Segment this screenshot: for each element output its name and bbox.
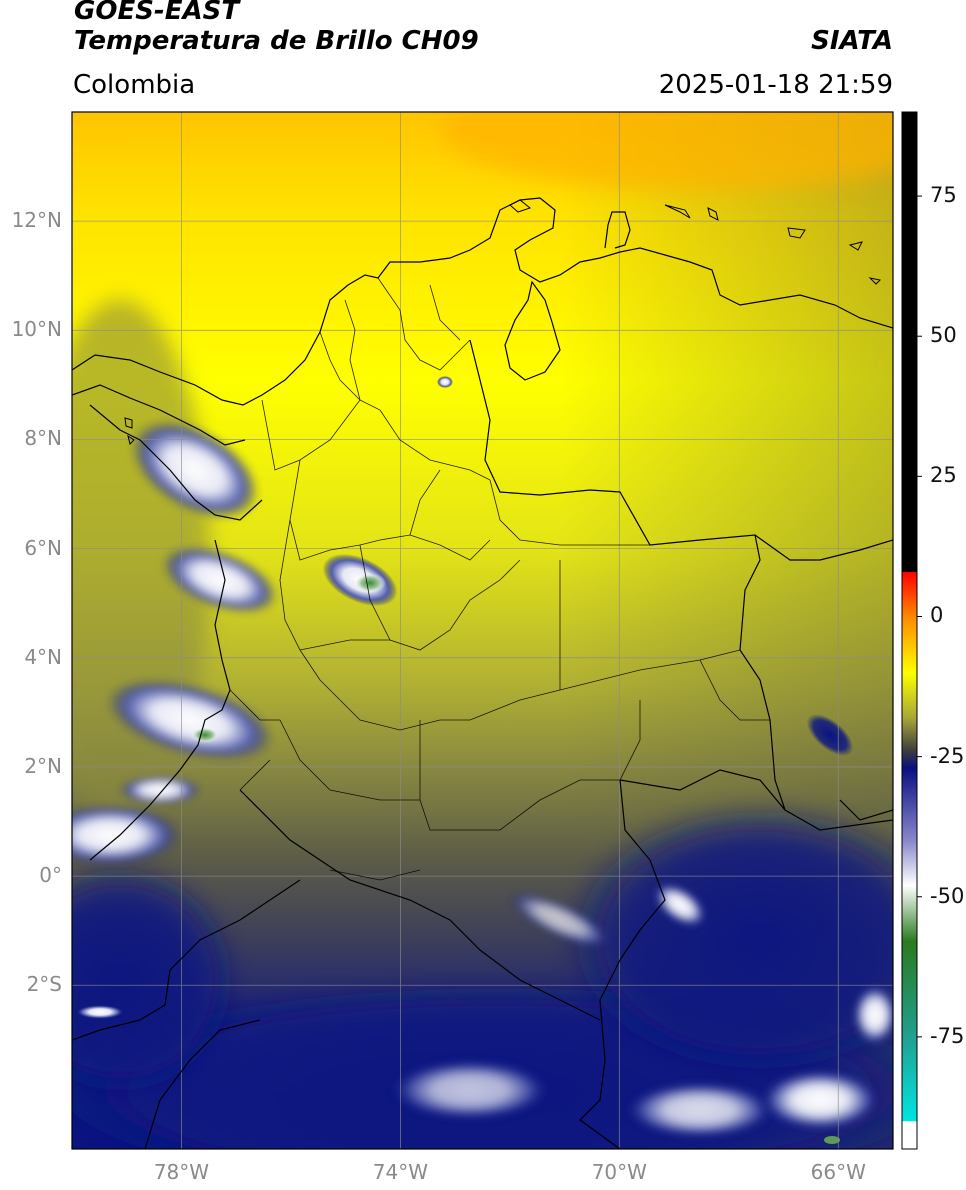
caribbean-islands (124, 199, 882, 445)
colorbar (901, 111, 922, 1150)
region-label: Colombia (73, 70, 196, 100)
colorbar-tick-label: 0 (930, 603, 944, 628)
map-frame (71, 111, 894, 1150)
longitude-tick-label: 78°W (153, 1160, 210, 1184)
political-borders (72, 197, 893, 1149)
timestamp-label: 2025-01-18 21:59 (658, 70, 893, 100)
latitude-tick-label: 2°N (24, 753, 62, 778)
product-title: Temperatura de Brillo CH09 (74, 26, 479, 56)
colorbar-tick-label: -25 (930, 743, 965, 768)
department-borders (229, 277, 770, 881)
satellite-title: GOES-EAST (74, 0, 240, 26)
latitude-tick-label: 0° (39, 863, 62, 888)
latitude-tick-label: 10°N (11, 317, 62, 342)
satellite-imagery (72, 112, 893, 1149)
longitude-tick-label: 70°W (591, 1160, 647, 1184)
latitude-tick-label: 4°N (24, 644, 62, 669)
longitude-tick-label: 66°W (810, 1160, 866, 1184)
latitude-tick-label: 2°S (26, 972, 62, 997)
latitude-tick-label: 8°N (24, 426, 62, 451)
colorbar-tick-label: 50 (930, 323, 957, 348)
colorbar-tick-label: 75 (930, 183, 957, 208)
colorbar-tick-label: 25 (930, 463, 957, 488)
institution-label: SIATA (811, 26, 893, 56)
colorbar-scale (902, 112, 917, 1149)
graticule (72, 112, 893, 1149)
colorbar-tick-label: -75 (930, 1023, 965, 1048)
latitude-tick-label: 12°N (11, 208, 62, 233)
longitude-tick-label: 74°W (372, 1160, 428, 1184)
latitude-tick-label: 6°N (24, 535, 62, 560)
colorbar-tick-label: -50 (930, 883, 965, 908)
